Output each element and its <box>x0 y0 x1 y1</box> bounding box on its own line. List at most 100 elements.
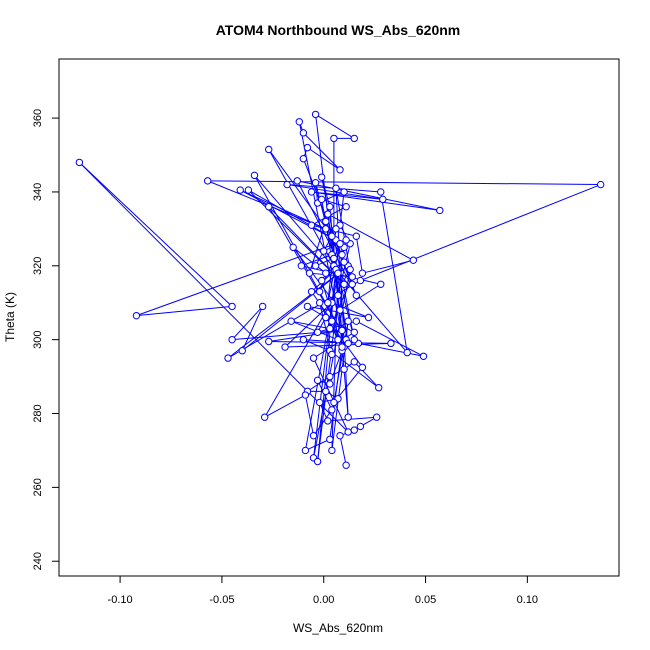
data-point <box>342 203 350 211</box>
series-segment <box>232 329 343 341</box>
data-point <box>265 203 273 211</box>
series-segment <box>356 320 424 357</box>
data-point <box>322 269 330 277</box>
data-point <box>317 173 326 181</box>
data-point <box>336 166 344 174</box>
data-point <box>265 145 273 154</box>
data-point <box>326 203 334 211</box>
data-point <box>309 354 318 362</box>
data-point <box>315 299 324 307</box>
data-point <box>338 326 346 335</box>
data-point <box>344 413 352 421</box>
data-point <box>228 302 236 311</box>
series-segment <box>136 239 347 317</box>
data-point <box>258 302 267 311</box>
data-point <box>419 352 428 360</box>
data-point <box>322 217 330 226</box>
data-point <box>356 276 365 285</box>
data-point <box>334 269 342 277</box>
data-point <box>364 313 373 322</box>
series-segment <box>79 162 233 307</box>
series-segment <box>339 283 382 311</box>
series-segment <box>285 342 391 348</box>
x-tick-label: -0.05 <box>209 594 234 606</box>
data-point <box>340 280 348 288</box>
data-point <box>317 276 326 285</box>
chart-title: ATOM4 Northbound WS_Abs_620nm <box>216 22 461 38</box>
x-tick-label: 0.05 <box>415 594 436 606</box>
data-point <box>338 343 346 351</box>
data-point <box>330 398 338 407</box>
data-point <box>324 210 332 218</box>
series-segment <box>304 394 315 436</box>
data-point <box>324 299 332 307</box>
data-point <box>342 461 350 469</box>
data-point <box>203 177 212 185</box>
series-segment <box>353 361 380 389</box>
data-point <box>344 428 352 436</box>
data-point <box>342 236 350 244</box>
data-point <box>287 317 295 325</box>
series-segment <box>311 191 440 211</box>
series-segment <box>241 306 264 351</box>
data-point <box>322 313 330 322</box>
series-segment <box>309 272 353 278</box>
data-point <box>293 177 301 185</box>
data-point <box>348 273 356 281</box>
series-segment <box>268 341 391 344</box>
data-point <box>307 188 316 196</box>
series-segment <box>327 243 341 303</box>
data-point <box>340 365 348 373</box>
series-segment <box>136 305 233 317</box>
data-point <box>313 328 322 336</box>
data-point <box>326 380 334 388</box>
data-point <box>332 225 340 233</box>
series-segment <box>268 149 335 267</box>
series-segment <box>327 213 414 261</box>
data-point <box>250 171 259 180</box>
data-point <box>403 348 411 357</box>
data-point <box>307 221 316 229</box>
data-point <box>236 186 244 194</box>
data-point <box>299 335 308 344</box>
series-segment <box>333 321 349 403</box>
data-point <box>289 243 297 252</box>
x-tick-label: 0.10 <box>517 594 538 606</box>
data-point <box>326 435 334 444</box>
data-point <box>324 417 332 425</box>
series-segment <box>207 180 601 186</box>
series-segment <box>307 147 341 171</box>
data-point <box>311 179 320 187</box>
data-point <box>328 317 336 325</box>
data-point <box>315 287 324 296</box>
y-tick-label: 360 <box>32 109 44 127</box>
data-point <box>350 328 358 336</box>
data-point <box>313 457 322 466</box>
data-point <box>328 446 336 455</box>
series-segment <box>315 254 343 267</box>
series-segment <box>339 435 347 466</box>
series-segment <box>317 380 333 411</box>
series-segment <box>355 236 363 274</box>
series-segment <box>321 280 343 348</box>
data-point <box>309 431 318 440</box>
data-point <box>283 180 291 189</box>
series-segment <box>362 259 414 274</box>
data-point <box>344 339 352 348</box>
series-segment <box>331 273 339 451</box>
data-point <box>352 317 361 325</box>
series-segment <box>268 149 333 237</box>
data-point <box>303 143 312 152</box>
x-tick-label: 0.00 <box>313 594 334 606</box>
data-point <box>326 372 334 381</box>
data-point <box>338 251 346 259</box>
x-axis: -0.10 -0.05 0.00 0.05 0.10 <box>108 575 538 606</box>
data-point <box>317 195 326 204</box>
series-segment <box>313 357 349 433</box>
data-point <box>596 180 605 189</box>
data-point <box>328 232 336 240</box>
series-segment <box>79 162 349 433</box>
data-point <box>311 262 320 270</box>
data-point <box>350 426 358 434</box>
